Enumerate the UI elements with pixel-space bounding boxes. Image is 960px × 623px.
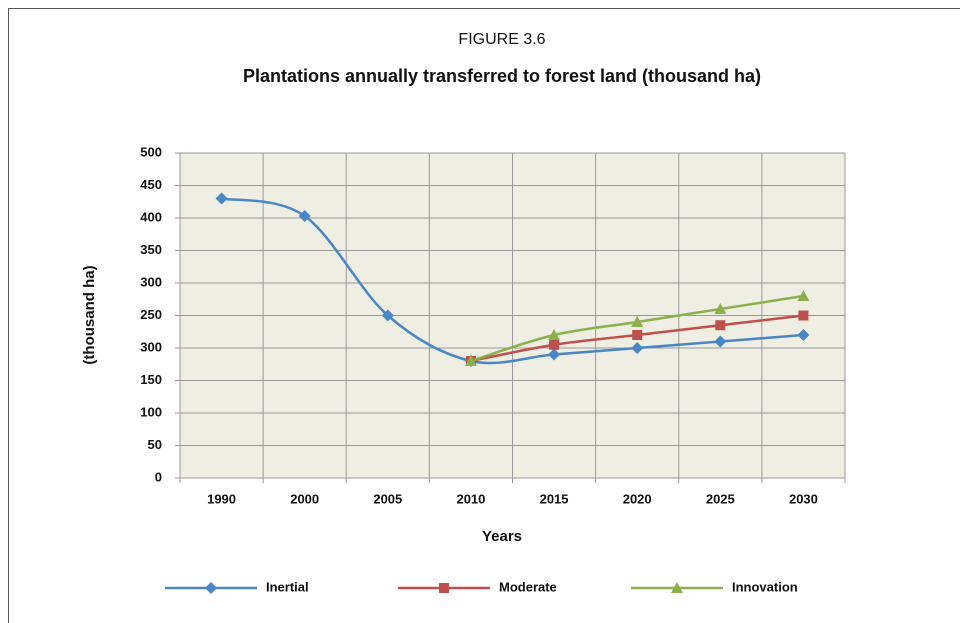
y-tick-label: 400	[140, 209, 162, 224]
point	[548, 348, 561, 361]
point	[631, 316, 644, 327]
chart-subtitle: Plantations annually transferred to fore…	[243, 66, 761, 86]
x-tick-label: 2025	[706, 491, 735, 506]
y-tick-label: 300	[140, 274, 162, 289]
frame	[8, 8, 960, 623]
x-tick-label: 1990	[207, 491, 236, 506]
y-tick-label: 450	[140, 177, 162, 192]
x-tick-label: 2030	[789, 491, 818, 506]
x-axis-label: Years	[482, 528, 522, 545]
y-tick-label: 300	[140, 339, 162, 354]
legend-marker	[205, 582, 217, 594]
legend-label: Inertial	[266, 579, 309, 594]
y-tick-label: 150	[140, 372, 162, 387]
legend-label: Moderate	[499, 579, 557, 594]
point	[215, 192, 228, 205]
y-tick-label: 100	[140, 404, 162, 419]
y-tick-label: 250	[140, 307, 162, 322]
legend-marker	[439, 583, 449, 593]
chart-title: FIGURE 3.6	[458, 31, 545, 48]
point	[631, 342, 644, 354]
x-tick-label: 2020	[623, 491, 652, 506]
point	[298, 210, 311, 223]
point	[632, 330, 643, 340]
point	[549, 339, 560, 350]
point	[714, 335, 727, 348]
point	[714, 303, 727, 314]
legend-marker	[671, 582, 683, 593]
x-tick-label: 2000	[290, 491, 319, 506]
y-axis-label: (thousand ha)	[81, 265, 98, 364]
y-tick-label: 350	[140, 242, 162, 257]
point	[381, 309, 394, 322]
x-tick-label: 2005	[373, 491, 402, 506]
point	[797, 329, 810, 341]
series-line	[221, 197, 804, 365]
legend-label: Innovation	[732, 579, 798, 594]
point	[798, 310, 809, 321]
x-tick-label: 2015	[540, 491, 569, 506]
y-tick-label: 50	[148, 437, 162, 452]
point	[797, 290, 810, 301]
point	[715, 320, 726, 331]
y-tick-label: 500	[140, 144, 162, 159]
y-tick-label: 0	[155, 469, 162, 484]
x-tick-label: 2010	[456, 491, 485, 506]
point	[464, 355, 477, 366]
point	[548, 329, 561, 340]
